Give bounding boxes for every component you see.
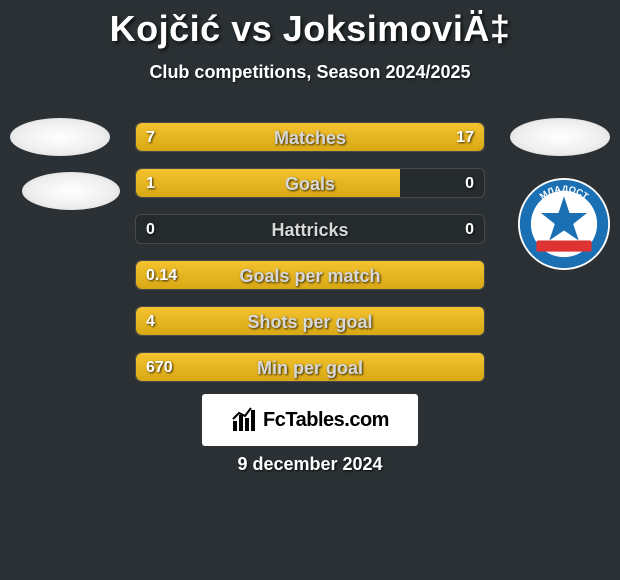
stat-label: Goals per match — [136, 261, 484, 290]
player-right-badge-1 — [510, 118, 610, 156]
player-left-badge-2 — [22, 172, 120, 210]
player-left-badge-1 — [10, 118, 110, 156]
date-label: 9 december 2024 — [0, 454, 620, 475]
stat-value-right: 17 — [456, 123, 474, 152]
stat-value-right: 0 — [465, 215, 474, 244]
stat-row: Goals per match0.14 — [135, 260, 485, 290]
stat-label: Min per goal — [136, 353, 484, 382]
stat-row: Shots per goal4 — [135, 306, 485, 336]
stat-label: Matches — [136, 123, 484, 152]
stat-row: Goals1 0 — [135, 168, 485, 198]
stat-label: Goals — [136, 169, 484, 198]
stat-row: Hattricks0 0 — [135, 214, 485, 244]
stat-value-left: 0.14 — [146, 261, 177, 290]
stat-value-left: 670 — [146, 353, 173, 382]
stat-row: Matches7 17 — [135, 122, 485, 152]
comparison-chart: Matches717Goals10Hattricks00Goals per ma… — [135, 122, 485, 398]
brand-text: FcTables.com — [263, 409, 389, 432]
stat-value-right: 0 — [465, 169, 474, 198]
stat-value-left: 0 — [146, 215, 155, 244]
stat-value-left: 7 — [146, 123, 155, 152]
stat-value-left: 1 — [146, 169, 155, 198]
stat-row: Min per goal670 — [135, 352, 485, 382]
stat-label: Shots per goal — [136, 307, 484, 336]
brand-badge[interactable]: FcTables.com — [202, 394, 418, 446]
stat-label: Hattricks — [136, 215, 484, 244]
page-subtitle: Club competitions, Season 2024/2025 — [0, 62, 620, 83]
mladost-crest-icon: МЛАДОСТ — [518, 178, 610, 270]
page-title: Kojčić vs JoksimoviÄ‡ — [0, 0, 620, 50]
player-right-club-badge: МЛАДОСТ — [518, 178, 610, 270]
stat-value-left: 4 — [146, 307, 155, 336]
brand-chart-icon — [231, 407, 257, 433]
